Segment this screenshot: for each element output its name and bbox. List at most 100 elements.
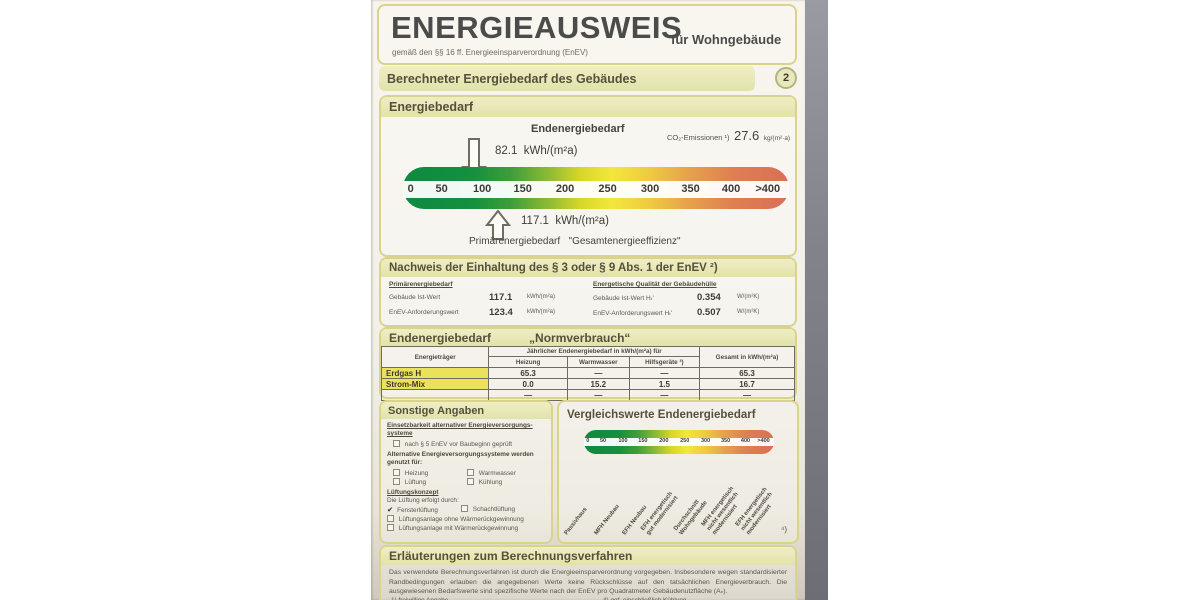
erlaeuterungen-header-bar: Erläuterungen zum Berechnungsverfahren [381, 547, 795, 565]
checkbox-row: Heizung [393, 469, 467, 478]
checkmark-icon: ✔ [387, 505, 394, 514]
vergleich-tick-band: 0 50 100 150 200 250 300 350 400 >400 [584, 438, 774, 446]
nachweis-value: 117.1 [489, 292, 513, 303]
nachweis-label: EnEV-Anforderungswert Hₜ' [593, 310, 673, 317]
sonstige-line: Die Lüftung erfolgt durch: [387, 497, 459, 504]
checkbox-label: Lüftung [404, 479, 427, 486]
nachweis-unit: kWh/(m²a) [527, 294, 555, 300]
up-arrow-icon [485, 209, 511, 240]
vergleich-scale: 0 50 100 150 200 250 300 350 400 >400 [584, 430, 774, 454]
cell-warmwasser: — [566, 389, 630, 401]
scale-tick: 400 [721, 183, 741, 195]
table-row: Strom-Mix 0.0 15.2 1.5 16.7 [380, 378, 796, 390]
section-bar-title: Berechneter Energiebedarf des Gebäudes [387, 71, 637, 86]
col-header-gesamt: Gesamt in kWh/(m²a) [698, 346, 796, 368]
cell-heizung: — [488, 389, 568, 401]
normverbrauch-header-bar: Endenergiebedarf „Normverbrauch“ [381, 329, 795, 346]
section-bar: Berechneter Energiebedarf des Gebäudes [379, 66, 755, 91]
cell-hilfsgeraete: — [628, 389, 700, 401]
col-header-hilfsgeraete: Hilfsgeräte ³) [628, 356, 700, 368]
energiebedarf-header: Energiebedarf [389, 100, 474, 114]
scale-tick: 150 [513, 183, 532, 195]
normverbrauch-table: Energieträger Jährlicher Endenergiebedar… [380, 346, 796, 401]
nachweis-unit: kWh/(m²a) [527, 309, 555, 315]
scale-tick: 50 [435, 183, 448, 195]
checkbox-label: nach § 5 EnEV vor Baubeginn geprüft [404, 441, 513, 448]
scale-tick: 100 [618, 438, 628, 444]
page-subtitle: gemäß den §§ 16 ff. Energieeinsparverord… [392, 48, 588, 57]
sonstige-heading-lueftungskonzept: Lüftungskonzept [387, 489, 439, 496]
endenergie-value-line: 82.1 kWh/(m²a) [495, 145, 577, 157]
cell-warmwasser: — [566, 367, 630, 379]
scale-tick: 150 [638, 438, 648, 444]
nachweis-label: EnEV-Anforderungswert [389, 309, 459, 316]
checkbox-row: ✔ Fensterlüftung [387, 505, 461, 515]
scale-tick: 200 [659, 438, 669, 444]
col-header-warmwasser: Warmwasser [566, 356, 630, 368]
co2-emissions: CO₂-Emissionen ¹) 27.6 kg/(m²·a) [667, 127, 790, 145]
checkbox-icon [467, 478, 474, 485]
scale-tick: >400 [755, 183, 781, 195]
scale-tick: 350 [681, 183, 700, 195]
page-number-badge: 2 [775, 67, 797, 89]
col-header-heizung: Heizung [488, 356, 568, 368]
co2-label: CO₂-Emissionen ¹) [667, 133, 730, 142]
scale-tick: >400 [757, 438, 770, 444]
checkbox-row: Lüftungsanlage ohne Wärmerückgewinnung [387, 515, 546, 524]
row-name [380, 389, 490, 401]
primaer-label: Primärenergiebedarf [469, 236, 561, 247]
nachweis-panel: Nachweis der Einhaltung des § 3 oder § 9… [379, 257, 797, 327]
primaer-unit: kWh/(m²a) [555, 215, 609, 227]
checkbox-icon [461, 505, 468, 512]
nachweis-value: 0.354 [697, 292, 721, 303]
primaer-qualifier: "Gesamtenergieeffizienz" [568, 236, 681, 247]
sonstige-heading-alternative: Alternative Energieversorgungssysteme we… [387, 451, 534, 466]
nachweis-value: 0.507 [697, 307, 721, 318]
energiebedarf-panel: Energiebedarf Endenergiebedarf CO₂-Emiss… [379, 95, 797, 257]
checkbox-label: Schachtlüftung [472, 506, 516, 513]
scale-tick: 100 [472, 183, 492, 195]
scale-tick: 400 [740, 438, 751, 444]
scale-tick: 200 [555, 183, 575, 195]
col-header-group: Jährlicher Endenergiebedarf in kWh/(m²a)… [488, 346, 700, 357]
col-header-energietraeger: Energieträger [380, 346, 490, 368]
normverbrauch-header-right: „Normverbrauch“ [529, 330, 631, 345]
energy-scale-tick-band: 0 50 100 150 200 250 300 350 400 >400 [403, 181, 789, 198]
checkbox-icon [393, 469, 400, 476]
nachweis-header-bar: Nachweis der Einhaltung des § 3 oder § 9… [381, 259, 795, 277]
erlaeuterungen-panel: Erläuterungen zum Berechnungsverfahren D… [379, 545, 797, 600]
cell-heizung: 0.0 [488, 378, 568, 390]
checkbox-label: Warmwasser [478, 470, 516, 477]
energy-scale: 0 50 100 150 200 250 300 350 400 >400 [403, 167, 789, 209]
nachweis-header: Nachweis der Einhaltung des § 3 oder § 9… [389, 262, 718, 274]
vergleich-footnote-mark: ⁴) [780, 525, 787, 534]
cell-hilfsgeraete: 1.5 [628, 378, 700, 390]
co2-value: 27.6 [733, 128, 760, 143]
checkbox-icon [467, 469, 474, 476]
sonstige-panel: Sonstige Angaben Einsetzbarkeit alternat… [379, 400, 553, 544]
scale-tick: 350 [720, 438, 731, 444]
sonstige-header-bar: Sonstige Angaben [381, 402, 551, 419]
checkbox-icon [387, 515, 394, 522]
table-row: Erdgas H 65.3 — — 65.3 [380, 367, 796, 379]
row-name: Erdgas H [380, 367, 490, 379]
scale-tick: 250 [680, 438, 690, 444]
checkbox-icon [387, 524, 394, 531]
checkbox-row: Lüftung [393, 478, 467, 487]
endenergie-value: 82.1 [495, 145, 518, 157]
cell-gesamt: 16.7 [698, 378, 796, 390]
checkbox-label: Lüftungsanlage ohne Wärmerückgewinnung [398, 516, 524, 523]
checkbox-row: Lüftungsanlage mit Wärmerückgewinnung [387, 524, 546, 533]
cell-hilfsgeraete: — [628, 367, 700, 379]
endenergie-unit: kWh/(m²a) [523, 145, 578, 157]
title-panel: ENERGIEAUSWEIS für Wohngebäude gemäß den… [377, 4, 797, 65]
normverbrauch-panel: Endenergiebedarf „Normverbrauch“ Energie… [379, 327, 797, 401]
scale-tick: 300 [640, 183, 660, 195]
page-title-suffix: für Wohngebäude [671, 32, 782, 47]
scale-tick: 300 [701, 438, 711, 444]
cell-warmwasser: 15.2 [566, 378, 630, 390]
energiebedarf-header-bar: Energiebedarf [381, 97, 795, 117]
cell-heizung: 65.3 [488, 367, 568, 379]
checkbox-row: Schachtlüftung [461, 505, 515, 515]
nachweis-right-heading: Energetische Qualität der Gebäudehülle [593, 281, 717, 288]
